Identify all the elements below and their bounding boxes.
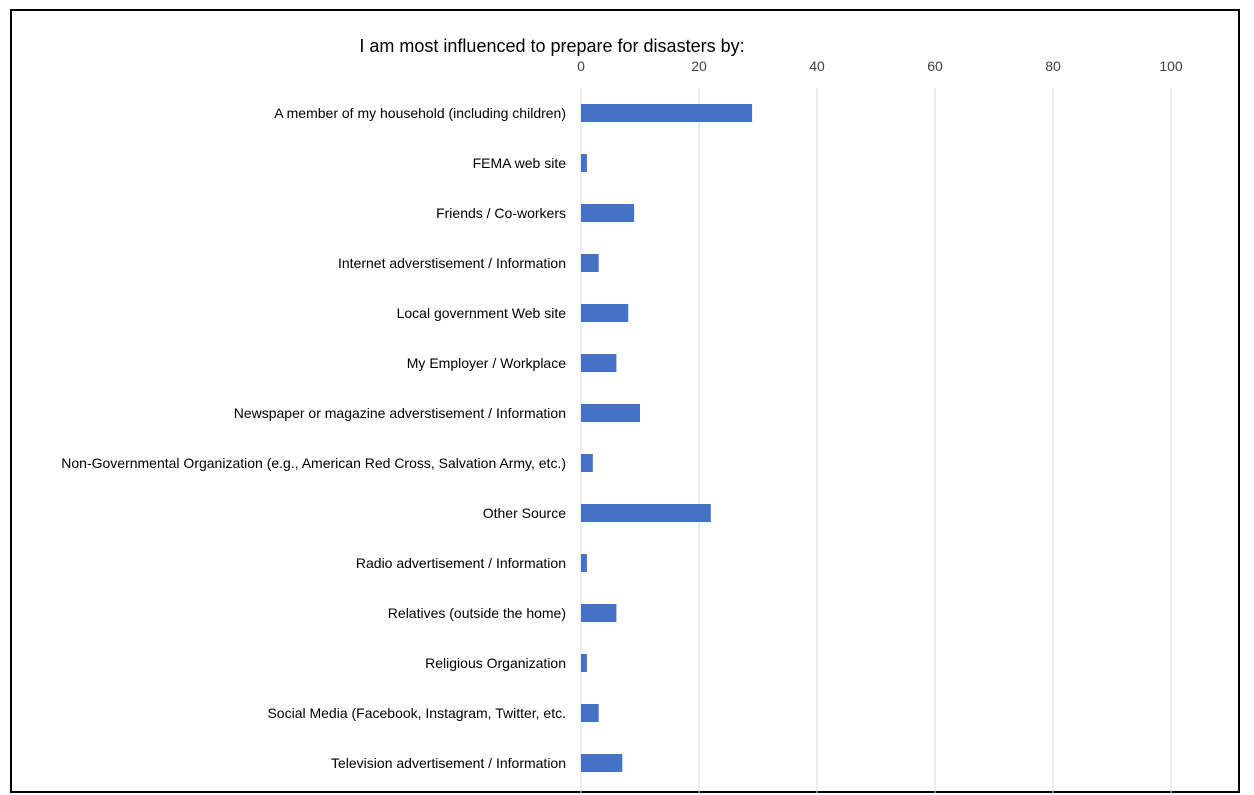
x-tick-label: 80	[1045, 58, 1061, 74]
bar	[581, 354, 616, 372]
category-label: Radio advertisement / Information	[356, 555, 566, 571]
bar	[581, 304, 628, 322]
x-tick-label: 100	[1159, 58, 1183, 74]
category-label: Social Media (Facebook, Instagram, Twitt…	[267, 705, 566, 721]
bar	[581, 154, 587, 172]
bar	[581, 104, 752, 122]
bar	[581, 604, 616, 622]
bar	[581, 404, 640, 422]
bar	[581, 554, 587, 572]
bars	[581, 104, 752, 772]
bar	[581, 254, 599, 272]
x-axis-ticks: 0 20 40 60 80 100	[577, 58, 1183, 74]
x-tick-label: 20	[691, 58, 707, 74]
x-tick-label: 60	[927, 58, 943, 74]
category-label: Other Source	[483, 505, 566, 521]
bar	[581, 204, 634, 222]
bar	[581, 754, 622, 772]
category-label: FEMA web site	[473, 155, 567, 171]
bar	[581, 504, 711, 522]
x-tick-label: 40	[809, 58, 825, 74]
category-label: Local government Web site	[397, 305, 567, 321]
x-tick-label: 0	[577, 58, 585, 74]
gridlines	[699, 88, 1171, 793]
category-labels: A member of my household (including chil…	[61, 105, 566, 771]
category-label: Internet adverstisement / Information	[338, 255, 566, 271]
category-label: Newspaper or magazine adverstisement / I…	[234, 405, 566, 421]
category-label: Non-Governmental Organization (e.g., Ame…	[61, 455, 566, 471]
bar	[581, 704, 599, 722]
category-label: Friends / Co-workers	[436, 205, 566, 221]
category-label: A member of my household (including chil…	[274, 105, 566, 121]
category-label: Television advertisement / Information	[331, 755, 566, 771]
bar	[581, 654, 587, 672]
category-label: My Employer / Workplace	[407, 355, 566, 371]
category-label: Religious Organization	[425, 655, 566, 671]
category-label: Relatives (outside the home)	[388, 605, 566, 621]
bar	[581, 454, 593, 472]
